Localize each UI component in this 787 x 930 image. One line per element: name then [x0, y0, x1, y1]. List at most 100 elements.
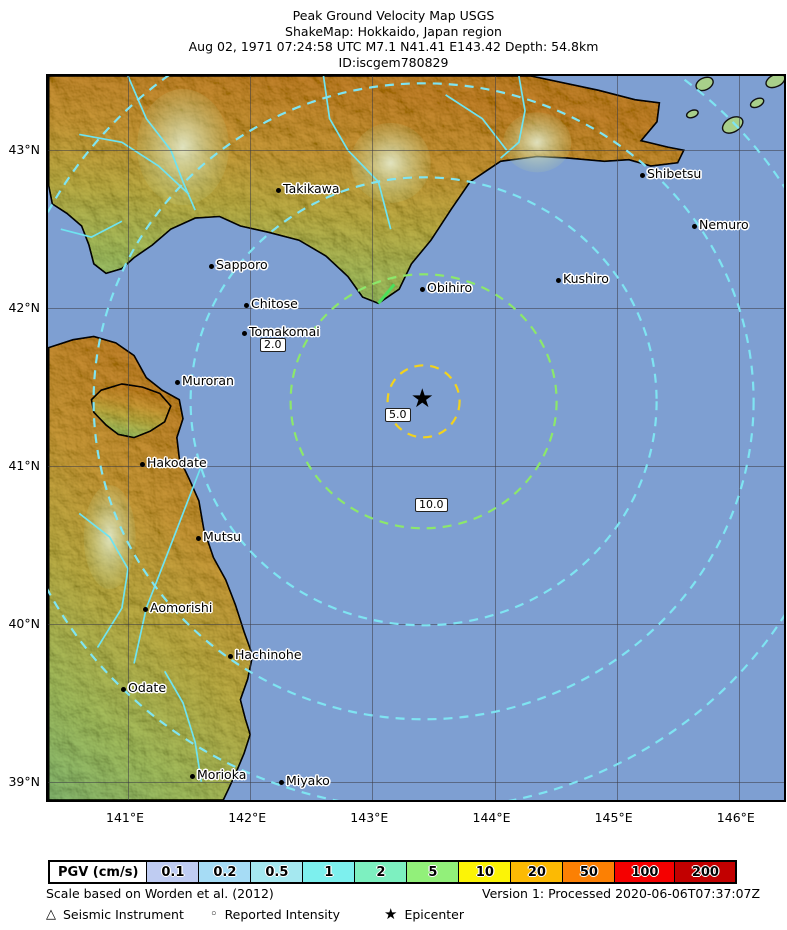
- city-label: Aomorishi: [150, 600, 213, 615]
- city-label: Kushiro: [563, 271, 609, 286]
- island: [685, 109, 699, 119]
- gridline-lon-142: [250, 76, 252, 800]
- legend-symbol-reported-intensity: ◦ Reported Intensity: [210, 907, 340, 922]
- lon-label-145: 145°E: [594, 810, 633, 825]
- city-dot: [190, 774, 195, 779]
- title-line-2: ShakeMap: Hokkaido, Japan region: [285, 23, 502, 39]
- city-label: Nemuro: [699, 217, 749, 232]
- city-layer: Takikawa Sapporo Chitose Tomakomai Muroran Ob…: [48, 76, 784, 800]
- lon-label-143: 143°E: [350, 810, 389, 825]
- contour-label-5.0: 5.0: [385, 408, 411, 422]
- city-dot: [175, 380, 180, 385]
- city-dot: [420, 287, 425, 292]
- symbol-label: Seismic Instrument: [63, 906, 184, 922]
- gridline-lon-144: [494, 76, 496, 800]
- gridline-lon-143: [372, 76, 374, 800]
- gridline-lat-43: [48, 150, 784, 152]
- legend-header: PGV (cm/s): [50, 862, 148, 882]
- symbol-legend: △ Seismic Instrument ◦ Reported Intensity ★ E…: [46, 905, 464, 923]
- symbol-glyph: ★: [384, 905, 398, 923]
- city-dot: [276, 188, 281, 193]
- legend-symbol-epicenter: ★ Epicenter: [384, 905, 464, 923]
- city-dot: [140, 462, 145, 467]
- city-dot: [692, 224, 697, 229]
- pgv-contour-1.0: [92, 82, 755, 721]
- pgv-contour-coast: [377, 283, 396, 305]
- title-line-4: ID:iscgem780829: [338, 54, 449, 70]
- legend-cell-0.5: 0.5: [251, 862, 304, 882]
- city-label: Hakodate: [147, 455, 207, 470]
- gridline-lat-41: [48, 466, 784, 467]
- symbol-glyph: ◦: [209, 906, 218, 922]
- legend-cell-200: 200: [675, 862, 736, 882]
- legend-cell-2: 2: [355, 862, 408, 882]
- city-label: Sapporo: [216, 257, 268, 272]
- page-title: Peak Ground Velocity Map USGS ShakeMap: …: [0, 8, 787, 70]
- gridline-lon-146: [738, 76, 740, 800]
- legend-cell-20: 20: [511, 862, 564, 882]
- symbol-label: Epicenter: [404, 906, 464, 922]
- contour-label-2.0: 2.0: [260, 338, 286, 352]
- epicenter-star: ★: [410, 384, 434, 415]
- river: [133, 465, 203, 664]
- gridline-lon-141: [128, 76, 129, 800]
- city-dot: [228, 654, 233, 659]
- city-label: Chitose: [251, 296, 298, 311]
- gridline-lon-145: [616, 76, 618, 800]
- legend-symbol-seismic-instrument: △ Seismic Instrument: [46, 907, 184, 922]
- city-label: Muroran: [182, 373, 234, 388]
- city-dot: [244, 303, 249, 308]
- city-label: Hachinohe: [235, 647, 302, 662]
- title-line-1: Peak Ground Velocity Map USGS: [292, 8, 495, 23]
- contour-label-10.0: 10.0: [415, 498, 448, 512]
- lon-label-142: 142°E: [228, 810, 267, 825]
- terrain-layer: [48, 76, 784, 800]
- lat-label-39: 39°N: [8, 773, 40, 789]
- symbol-glyph: △: [46, 906, 56, 922]
- pgv-contour-2.0: [189, 176, 658, 627]
- river: [163, 670, 203, 782]
- landmass: [48, 335, 254, 800]
- legend-cell-10: 10: [459, 862, 512, 882]
- island: [765, 76, 784, 89]
- lat-label-42: 42°N: [8, 300, 40, 316]
- island: [749, 97, 765, 109]
- title-line-3: Aug 02, 1971 07:24:58 UTC M7.1 N41.41 E1…: [188, 39, 599, 54]
- city-label: Obihiro: [427, 280, 473, 295]
- lowland-plain: [136, 89, 229, 206]
- city-label: Shibetsu: [647, 166, 702, 181]
- city-dot: [209, 264, 214, 269]
- city-label: Odate: [128, 680, 167, 695]
- gridline-lat-40: [48, 623, 784, 625]
- lon-label-144: 144°E: [472, 810, 511, 825]
- lat-label-41: 41°N: [8, 458, 40, 473]
- version-text: Version 1: Processed 2020-06-06T07:37:07…: [482, 886, 761, 901]
- island: [721, 116, 744, 134]
- pgv-legend: PGV (cm/s) 0.1 0.2 0.5 1 2 5 10 20 50 100 200: [48, 860, 738, 884]
- city-dot: [242, 331, 247, 336]
- lon-label-146: 146°E: [716, 810, 755, 825]
- legend-cell-100: 100: [615, 862, 676, 882]
- legend-cell-0.1: 0.1: [147, 862, 200, 882]
- city-dot: [556, 278, 561, 283]
- lowland-plain: [350, 122, 431, 203]
- scale-credit: Scale based on Worden et al. (2012): [46, 886, 274, 901]
- pgv-contour-5.0: [289, 273, 558, 530]
- pgv-contour-10.0: [386, 364, 461, 439]
- lon-label-141: 141°E: [106, 810, 145, 825]
- lowland-plain: [503, 112, 572, 173]
- lat-label-43: 43°N: [8, 142, 40, 158]
- river: [60, 220, 123, 239]
- legend-cell-1: 1: [303, 862, 356, 882]
- landmass: [90, 383, 172, 439]
- island: [695, 76, 714, 92]
- contour-layer: [48, 76, 784, 800]
- city-label: Takikawa: [283, 181, 340, 196]
- shakemap-map[interactable]: Takikawa Sapporo Chitose Tomakomai Muroran Ob…: [46, 74, 786, 802]
- gridline-lat-42: [48, 308, 784, 310]
- city-label: Morioka: [197, 767, 247, 782]
- river: [79, 133, 190, 196]
- city-dot: [279, 780, 284, 785]
- legend-cell-50: 50: [563, 862, 616, 882]
- lat-label-40: 40°N: [8, 615, 40, 631]
